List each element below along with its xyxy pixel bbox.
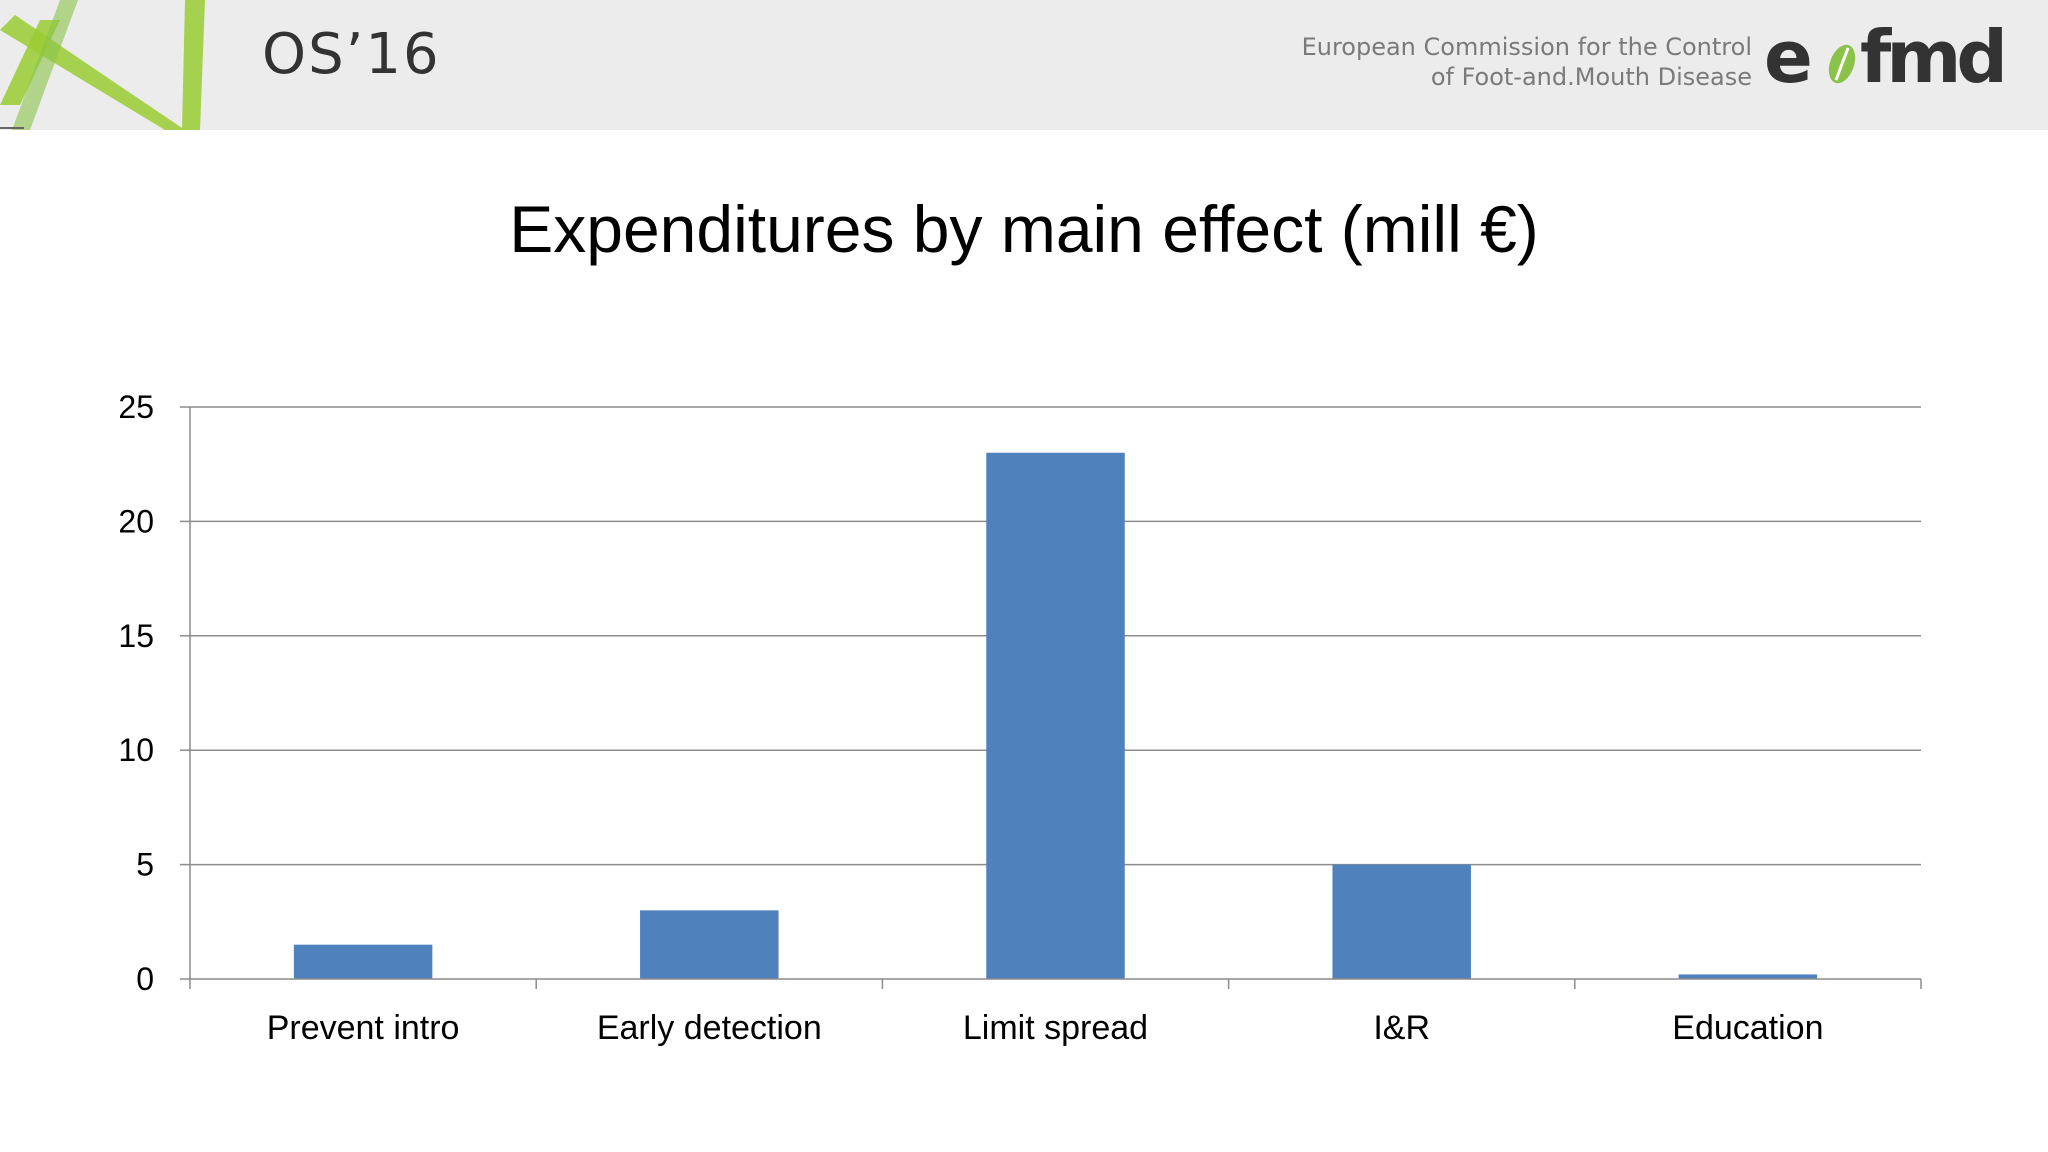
x-tick-label: Limit spread	[963, 1009, 1148, 1047]
bar-chart: Expenditures by main effect (mill €) 0 5 1…	[118, 192, 1922, 1047]
bars	[293, 452, 1818, 979]
organization-name-line1: European Commission for the Control	[1301, 33, 1752, 61]
y-tick-label: 5	[136, 847, 154, 883]
eufmd-logo: e fmd	[1764, 18, 2004, 98]
x-tick-label: Education	[1672, 1009, 1823, 1047]
bar	[293, 944, 433, 979]
chart-title: Expenditures by main effect (mill €)	[509, 192, 1539, 266]
y-tick-label: 15	[118, 618, 154, 654]
x-tick-label: Prevent intro	[267, 1009, 460, 1047]
svg-text:e: e	[1764, 18, 1810, 98]
bar	[1678, 974, 1818, 979]
y-tick-label: 20	[118, 503, 154, 539]
y-tick-label: 25	[118, 389, 154, 425]
organization-name: European Commission for the Control of F…	[1302, 32, 1752, 92]
y-tick-label: 0	[136, 961, 154, 997]
y-tick-label: 10	[118, 732, 154, 768]
svg-text:fmd: fmd	[1860, 18, 2003, 98]
leaf-icon	[1828, 44, 1856, 84]
bar	[986, 452, 1125, 979]
slide-header: OS’16 European Commission for the Contro…	[0, 0, 2048, 130]
bar	[1332, 864, 1471, 979]
axes	[180, 406, 1922, 989]
corner-decoration	[0, 0, 205, 130]
x-tick-label: Early detection	[597, 1009, 822, 1047]
tick-labels: 0 5 10 15 20 25 Prevent intro Early detection Li…	[118, 389, 1823, 1047]
x-tick-label: I&R	[1373, 1009, 1430, 1047]
organization-name-line2: of Foot-and.Mouth Disease	[1430, 63, 1752, 91]
chart-area: Expenditures by main effect (mill €) 0 5 1…	[0, 130, 2048, 1152]
event-title: OS’16	[262, 22, 441, 87]
bar	[640, 910, 779, 979]
